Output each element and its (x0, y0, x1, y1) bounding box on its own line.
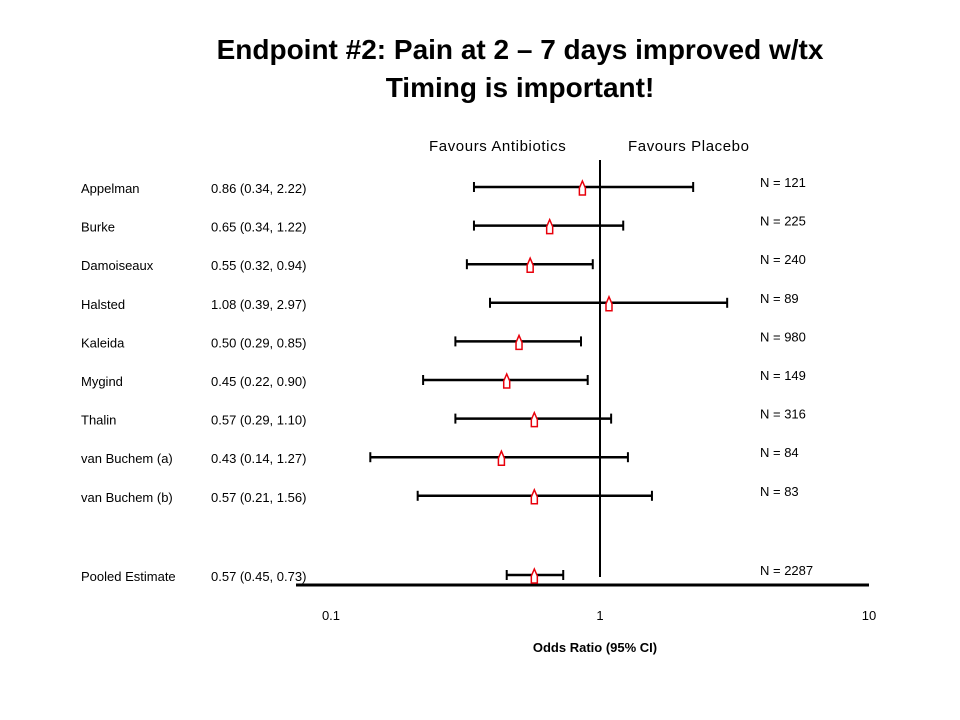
study-ci-label: 0.57 (0.21, 1.56) (211, 490, 306, 505)
study-n-label: N = 980 (760, 329, 806, 344)
study-name: van Buchem (b) (81, 490, 173, 505)
point-estimate (530, 410, 539, 428)
study-ci-label: 0.57 (0.29, 1.10) (211, 413, 306, 428)
study-name: van Buchem (a) (81, 451, 173, 466)
study-name: Kaleida (81, 335, 125, 350)
study-ci-label: 0.50 (0.29, 0.85) (211, 335, 306, 350)
point-estimate (497, 449, 506, 466)
point-estimate (530, 487, 539, 505)
point-estimate (545, 217, 554, 235)
x-tick-label: 1 (596, 608, 603, 623)
study-n-label: N = 149 (760, 368, 806, 383)
study-name: Burke (81, 220, 115, 235)
favours-antibiotics-label: Favours Antibiotics (429, 138, 566, 155)
study-ci-label: 0.65 (0.34, 1.22) (211, 220, 306, 235)
study-name: Appelman (81, 181, 140, 196)
point-estimate (578, 179, 587, 196)
pooled-n-label: N = 2287 (760, 563, 813, 578)
study-n-label: N = 240 (760, 252, 806, 267)
study-ci-label: 0.45 (0.22, 0.90) (211, 374, 306, 389)
study-ci-label: 0.86 (0.34, 2.22) (211, 181, 306, 196)
chart-title: Endpoint #2: Pain at 2 – 7 days improved… (216, 34, 824, 65)
point-estimate (515, 333, 523, 351)
study-ci-label: 0.55 (0.32, 0.94) (211, 258, 306, 273)
chart-subtitle: Timing is important! (385, 72, 655, 103)
study-n-label: N = 225 (760, 214, 806, 229)
study-ci-label: 1.08 (0.39, 2.97) (211, 297, 306, 312)
study-n-label: N = 121 (760, 175, 806, 190)
study-n-label: N = 316 (760, 407, 806, 422)
study-name: Halsted (81, 297, 125, 312)
pooled-ci-label: 0.57 (0.45, 0.73) (211, 569, 306, 584)
x-tick-label: 10 (862, 608, 876, 623)
study-name: Damoiseaux (81, 258, 154, 273)
x-tick-label: 0.1 (322, 608, 340, 623)
pooled-point-estimate (530, 567, 539, 584)
point-estimate (605, 294, 613, 312)
study-n-label: N = 89 (760, 291, 799, 306)
point-estimate (502, 372, 511, 389)
study-n-label: N = 84 (760, 445, 799, 460)
x-axis-label: Odds Ratio (95% CI) (533, 640, 657, 655)
point-estimate (526, 256, 534, 273)
study-name: Mygind (81, 374, 123, 389)
study-n-label: N = 83 (760, 484, 799, 499)
study-name: Thalin (81, 413, 116, 428)
favours-placebo-label: Favours Placebo (628, 138, 750, 155)
study-ci-label: 0.43 (0.14, 1.27) (211, 451, 306, 466)
pooled-name: Pooled Estimate (81, 569, 176, 584)
